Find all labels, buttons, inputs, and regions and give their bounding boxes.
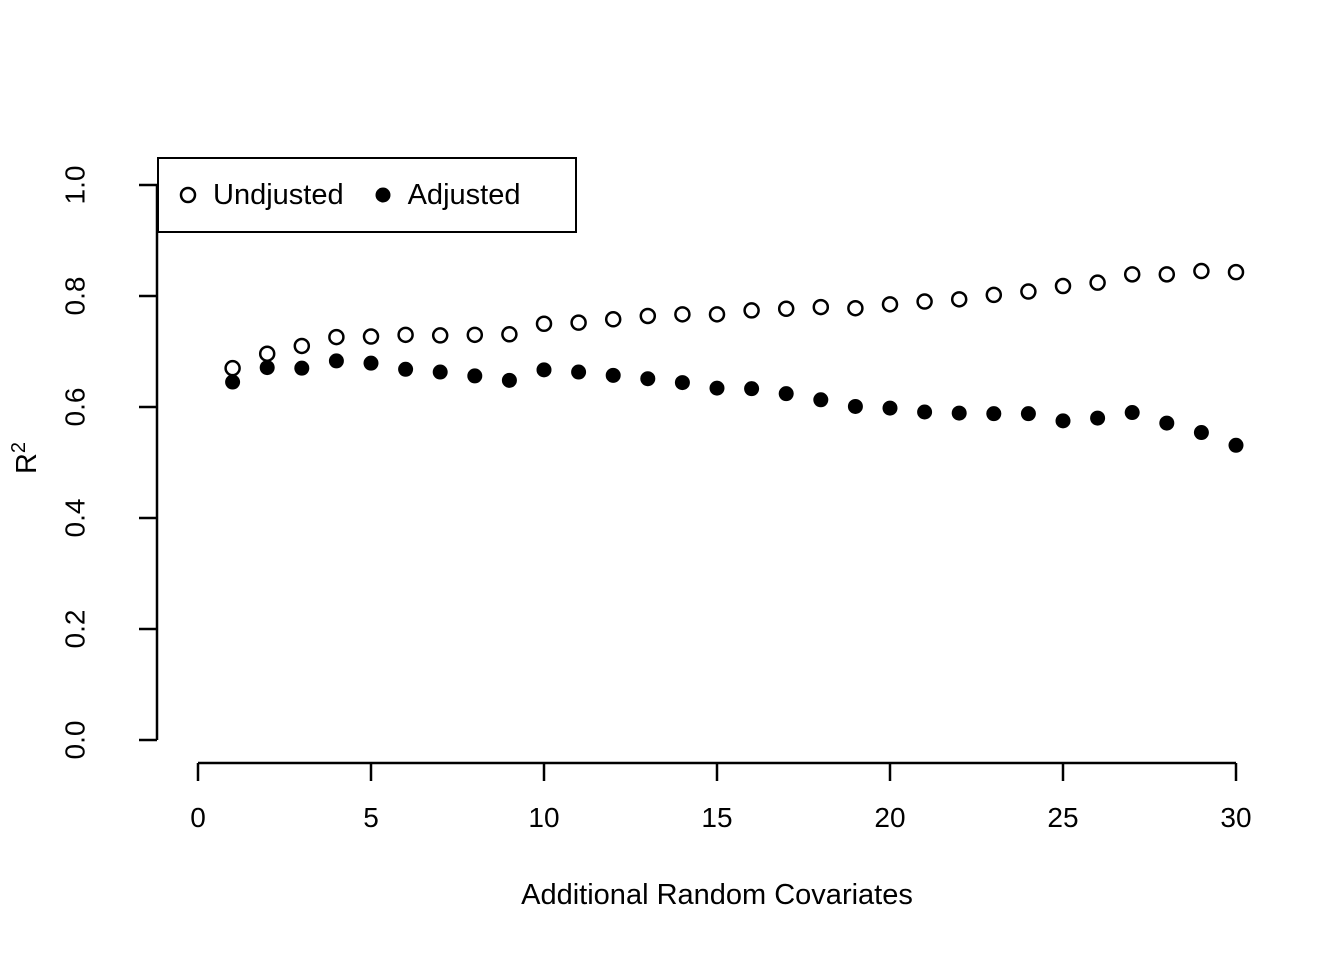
data-point-adjusted: [432, 364, 448, 380]
data-point-undjusted: [431, 327, 449, 344]
data-point-adjusted: [709, 380, 725, 396]
data-point-adjusted: [882, 400, 898, 416]
data-point-undjusted: [1089, 274, 1106, 291]
data-point-undjusted: [674, 306, 691, 323]
x-tick-label: 10: [528, 802, 559, 833]
data-point-adjusted: [813, 392, 829, 408]
data-point-adjusted: [1193, 425, 1209, 441]
data-point-adjusted: [259, 360, 275, 376]
y-tick-label: 0.4: [60, 499, 91, 538]
data-point-undjusted: [812, 298, 830, 316]
data-point-undjusted: [1020, 283, 1037, 300]
data-point-undjusted: [639, 307, 657, 325]
x-tick-label: 5: [363, 802, 379, 833]
y-tick-label: 0.6: [60, 388, 91, 427]
data-point-adjusted: [1090, 410, 1106, 426]
data-point-undjusted: [570, 314, 587, 331]
y-tick-label: 0.2: [60, 610, 91, 649]
data-point-undjusted: [708, 306, 726, 323]
data-point-undjusted: [328, 328, 345, 346]
data-point-undjusted: [1054, 277, 1072, 295]
data-point-adjusted: [571, 364, 587, 380]
data-point-undjusted: [397, 326, 414, 344]
legend-label-unadjusted: Undjusted: [213, 178, 344, 211]
data-point-undjusted: [362, 328, 380, 345]
legend-item-adjusted: Adjusted: [372, 178, 521, 212]
data-point-undjusted: [777, 300, 795, 318]
legend: Undjusted Adjusted: [157, 157, 577, 233]
data-point-adjusted: [294, 360, 310, 376]
data-point-adjusted: [536, 362, 552, 378]
data-point-undjusted: [916, 293, 933, 310]
data-point-undjusted: [985, 286, 1003, 304]
data-point-adjusted: [605, 367, 621, 383]
data-point-adjusted: [328, 353, 344, 369]
data-point-undjusted: [535, 315, 553, 332]
x-tick-label: 0: [190, 802, 206, 833]
y-tick-label: 1.0: [60, 166, 91, 205]
data-point-undjusted: [258, 345, 276, 362]
x-tick-label: 25: [1047, 802, 1078, 833]
data-point-undjusted: [604, 311, 622, 328]
data-point-undjusted: [847, 299, 864, 317]
x-axis-title: Additional Random Covariates: [521, 879, 913, 911]
data-point-undjusted: [501, 326, 518, 343]
legend-item-unadjusted: Undjusted: [177, 179, 344, 212]
y-axis-title: R2: [8, 442, 44, 474]
data-point-adjusted: [986, 406, 1002, 422]
data-point-adjusted: [1020, 406, 1036, 422]
data-point-adjusted: [951, 405, 967, 421]
data-point-undjusted: [1193, 262, 1210, 280]
data-point-adjusted: [398, 361, 414, 377]
data-point-adjusted: [744, 381, 760, 397]
y-tick-label: 0.8: [60, 277, 91, 316]
data-point-adjusted: [1159, 415, 1175, 431]
data-point-adjusted: [847, 398, 863, 414]
data-point-undjusted: [1227, 263, 1245, 281]
data-point-adjusted: [778, 386, 794, 402]
filled-circle-icon: [375, 187, 391, 203]
data-point-adjusted: [1124, 405, 1140, 421]
data-point-adjusted: [674, 375, 690, 391]
x-tick-label: 30: [1220, 802, 1251, 833]
data-point-adjusted: [1055, 413, 1071, 429]
open-circle-icon: [179, 186, 197, 204]
data-point-adjusted: [363, 355, 379, 371]
legend-label-adjusted: Adjusted: [407, 178, 521, 211]
data-point-undjusted: [881, 296, 899, 313]
x-tick-label: 20: [874, 802, 905, 833]
data-point-undjusted: [950, 291, 968, 308]
y-axis-title-base: R: [10, 453, 43, 475]
data-point-undjusted: [743, 302, 760, 319]
data-point-undjusted: [224, 359, 241, 377]
data-point-adjusted: [225, 374, 241, 390]
data-point-adjusted: [917, 404, 933, 420]
data-point-undjusted: [1123, 266, 1141, 283]
x-tick-label: 15: [701, 802, 732, 833]
data-point-undjusted: [466, 326, 484, 344]
data-point-adjusted: [1228, 437, 1244, 453]
y-tick-label: 0.0: [60, 721, 91, 760]
data-point-adjusted: [640, 371, 656, 387]
data-point-adjusted: [467, 368, 483, 384]
data-point-undjusted: [1158, 266, 1176, 283]
y-axis-title-superscript: 2: [8, 441, 31, 454]
data-point-adjusted: [501, 372, 517, 388]
data-point-undjusted: [293, 337, 311, 355]
